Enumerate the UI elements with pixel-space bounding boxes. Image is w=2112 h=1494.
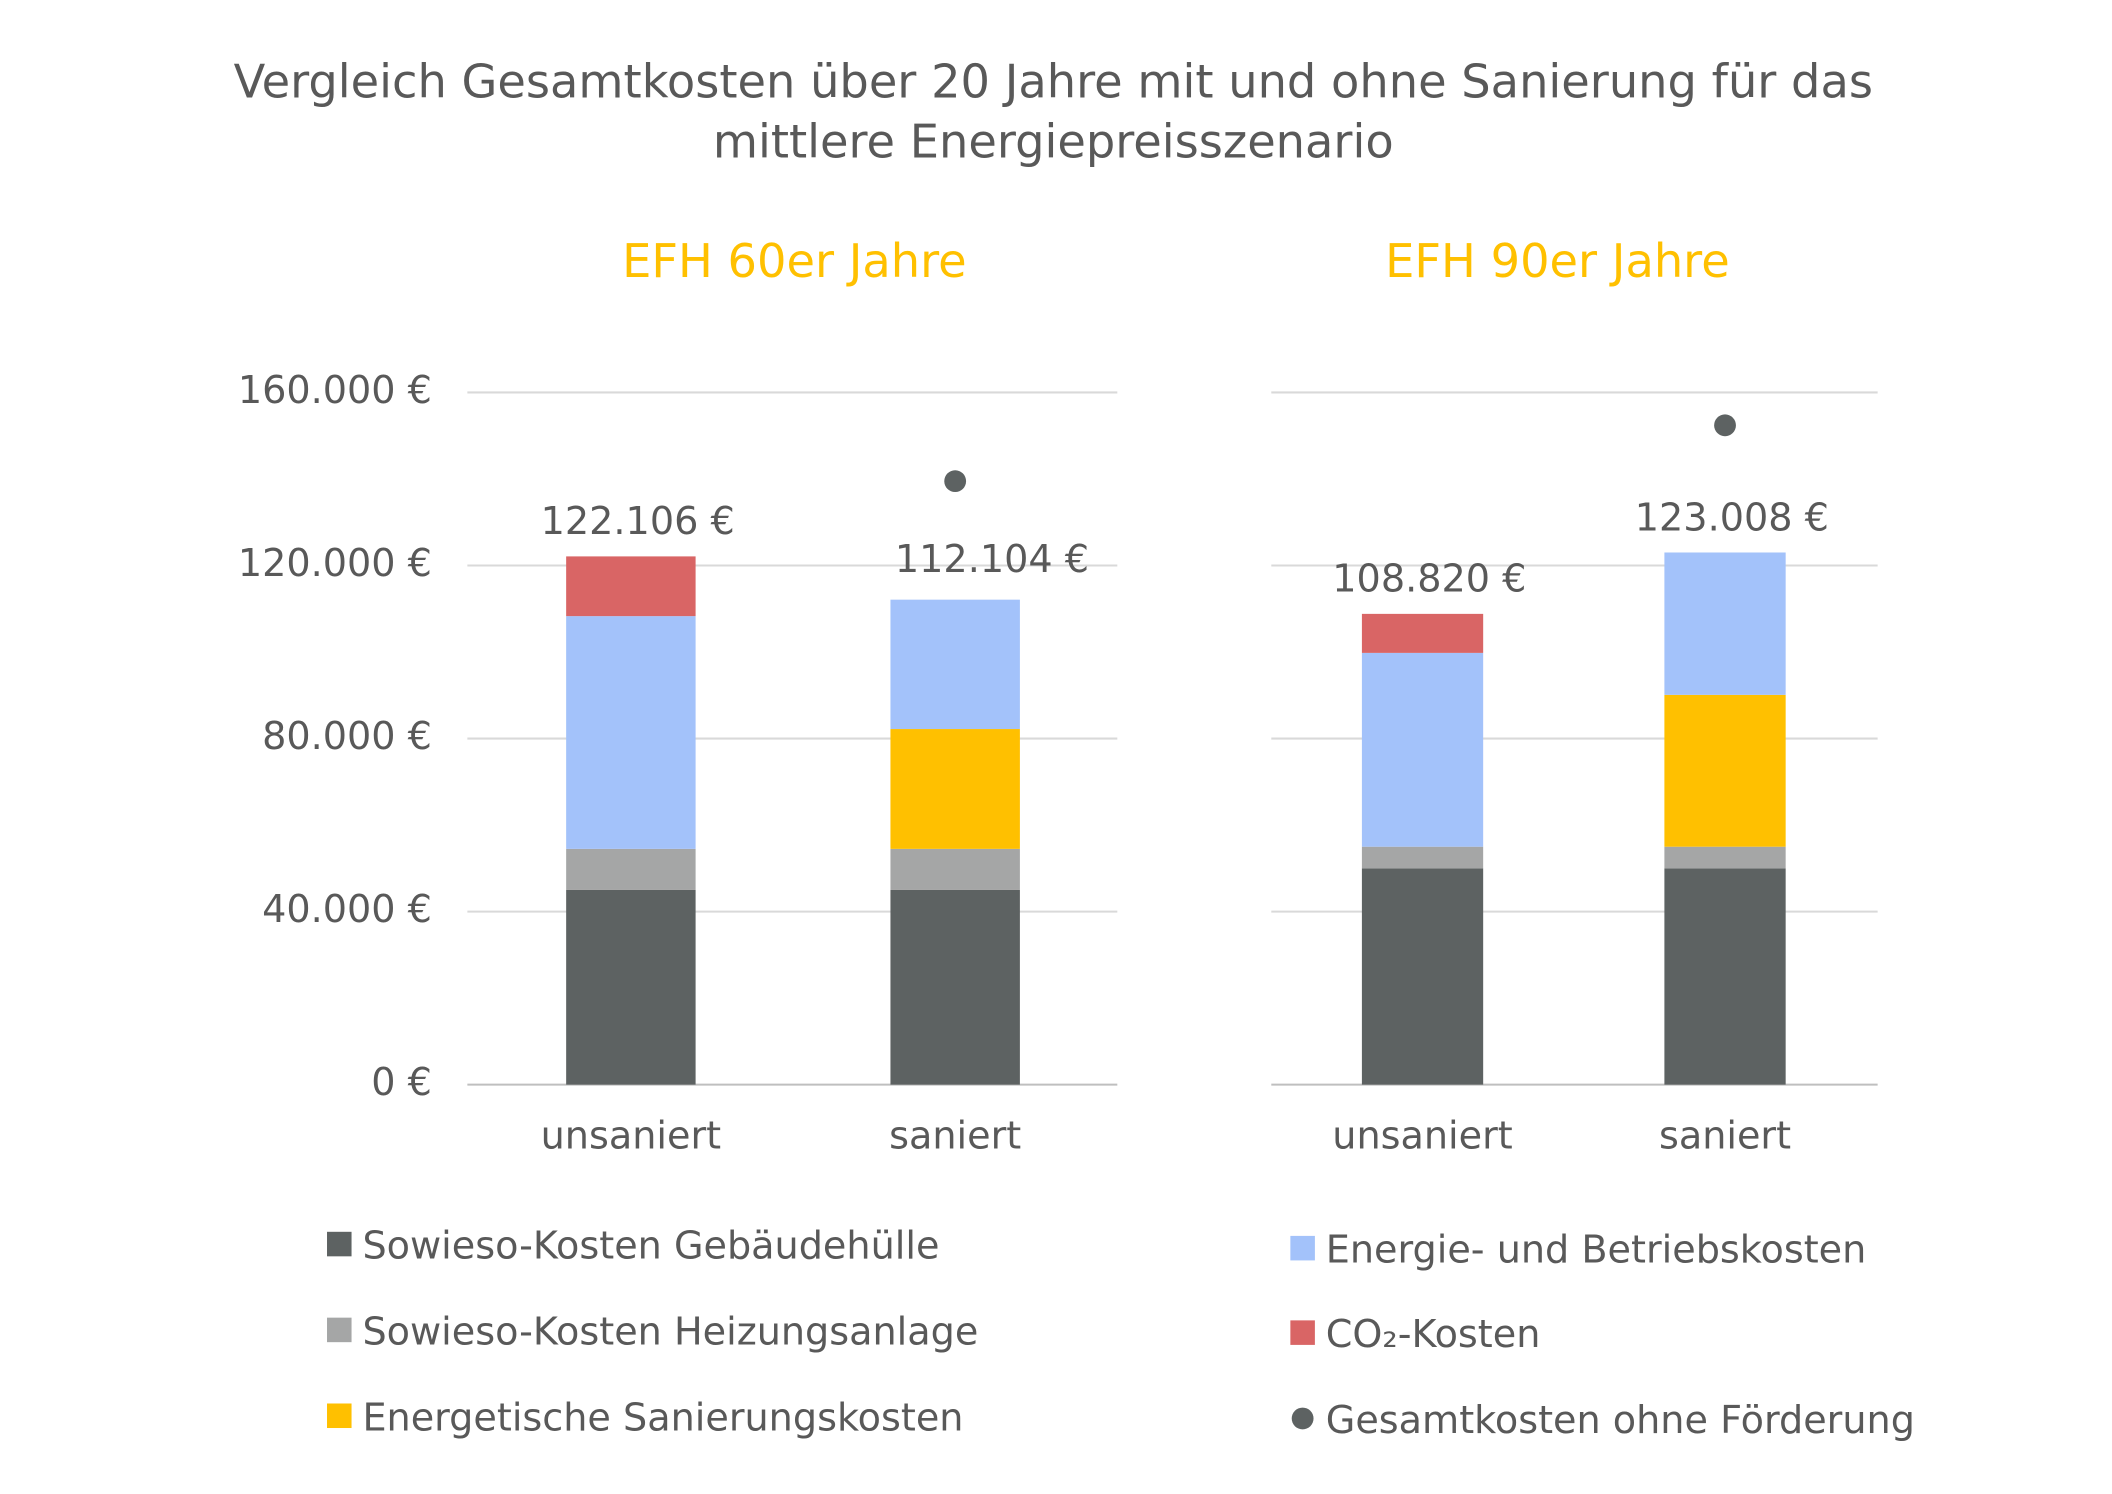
- dot: [1714, 414, 1736, 437]
- bar-segment: [566, 616, 696, 849]
- bar-segment: [566, 848, 696, 890]
- legend-marker: [1290, 1235, 1315, 1261]
- x-tick-label: unsaniert: [541, 1113, 722, 1157]
- bar-segment: [1664, 694, 1786, 847]
- total-label: 123.008 €: [1635, 495, 1829, 539]
- bar-segment: [1361, 868, 1484, 1085]
- x-tick-label: unsaniert: [1332, 1113, 1513, 1157]
- bar-segment: [890, 848, 1020, 890]
- bar-segment: [566, 889, 696, 1085]
- legend-marker: [327, 1317, 352, 1343]
- legend-label: Gesamtkosten ohne Förderung: [1326, 1398, 1915, 1442]
- legend-marker: [327, 1403, 352, 1429]
- legend-marker: [327, 1231, 352, 1257]
- y-tick-label: 160.000 €: [238, 368, 432, 412]
- legend-label: Sowieso-Kosten Heizungsanlage: [362, 1309, 978, 1353]
- bar-segment: [1664, 868, 1786, 1085]
- total-label: 108.820 €: [1332, 557, 1526, 601]
- bar-segment: [890, 729, 1020, 849]
- total-label: 112.104 €: [895, 537, 1089, 581]
- subplot-title: EFH 60er Jahre: [622, 234, 967, 288]
- bar-segment: [1361, 613, 1484, 653]
- y-tick-label: 120.000 €: [238, 541, 432, 585]
- bar-segment: [890, 889, 1020, 1085]
- y-tick-label: 80.000 €: [262, 714, 432, 758]
- bar-segment: [566, 556, 696, 617]
- legend-label: Energetische Sanierungskosten: [362, 1395, 963, 1439]
- legend-label: CO₂-Kosten: [1326, 1312, 1541, 1356]
- x-tick-label: saniert: [889, 1113, 1021, 1157]
- legend-label: Energie- und Betriebskosten: [1326, 1228, 1867, 1272]
- bar-segment: [1361, 846, 1484, 869]
- total-label: 122.106 €: [541, 499, 735, 543]
- y-tick-label: 0 €: [371, 1060, 432, 1104]
- bar-segment: [1361, 652, 1484, 847]
- bar-segment: [890, 599, 1020, 730]
- dot: [944, 470, 967, 493]
- bar-segment: [1664, 552, 1786, 695]
- subplot-title: EFH 90er Jahre: [1385, 234, 1730, 288]
- x-tick-label: saniert: [1659, 1113, 1791, 1157]
- legend-marker: [1291, 1407, 1314, 1430]
- bar-segment: [1664, 846, 1786, 869]
- y-tick-label: 40.000 €: [262, 887, 432, 931]
- legend-marker: [1290, 1320, 1315, 1345]
- legend-label: Sowieso-Kosten Gebäudehülle: [362, 1224, 939, 1268]
- chart-title: Vergleich Gesamtkosten über 20 Jahre mit…: [234, 54, 1873, 168]
